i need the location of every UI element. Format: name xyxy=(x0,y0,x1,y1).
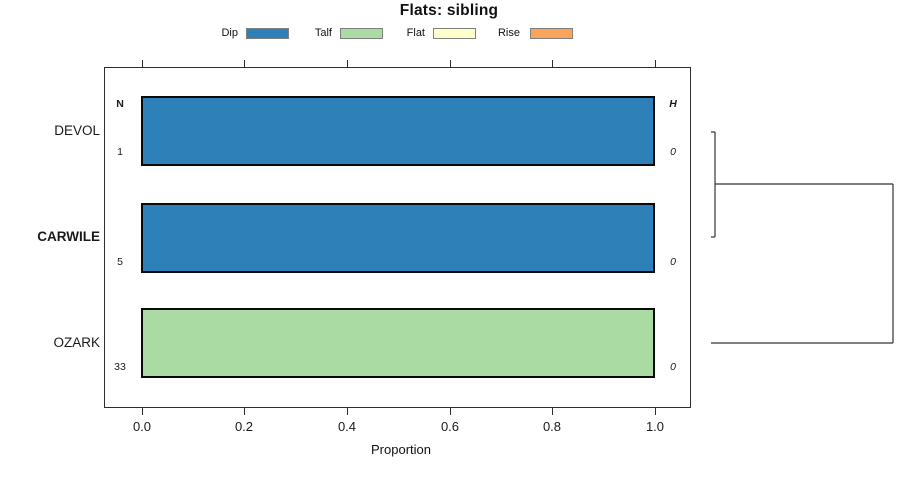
legend-swatch-flat xyxy=(433,28,476,39)
n-value-ozark: 33 xyxy=(114,361,126,373)
row-label-carwile: CARWILE xyxy=(37,229,100,244)
bar-carwile xyxy=(141,203,655,273)
h-value-devol: 0 xyxy=(670,146,676,158)
tick-mark xyxy=(346,408,348,415)
plot-area xyxy=(104,67,691,408)
legend-label-dip: Dip xyxy=(221,27,238,39)
tick-mark xyxy=(244,60,245,67)
tick-mark xyxy=(141,408,143,415)
legend-swatch-dip xyxy=(246,28,289,39)
n-column-header: N xyxy=(116,98,124,110)
legend-swatch-rise xyxy=(530,28,573,39)
tick-mark xyxy=(141,60,143,67)
tick-mark xyxy=(449,60,451,67)
tick-mark xyxy=(449,408,451,415)
tick-mark xyxy=(552,408,553,415)
tick-mark xyxy=(552,60,553,67)
x-tick-label: 0.2 xyxy=(234,419,254,434)
h-value-ozark: 0 xyxy=(670,361,676,373)
legend-label-talf: Talf xyxy=(314,27,332,39)
tick-mark xyxy=(244,408,245,415)
x-tick-label: 0.4 xyxy=(337,419,357,434)
row-label-ozark: OZARK xyxy=(53,335,100,350)
legend-label-rise: Rise xyxy=(497,27,520,39)
x-tick-label: 0.8 xyxy=(542,419,562,434)
n-value-carwile: 5 xyxy=(117,256,123,268)
h-column-header: H xyxy=(669,98,677,110)
legend-label-flat: Flat xyxy=(406,27,425,39)
bar-ozark xyxy=(141,308,655,378)
row-label-devol: DEVOL xyxy=(54,123,100,138)
x-tick-label: 1.0 xyxy=(645,419,665,434)
x-axis-label: Proportion xyxy=(371,442,431,457)
tick-mark xyxy=(654,408,656,415)
chart-title: Flats: sibling xyxy=(399,2,499,19)
h-value-carwile: 0 xyxy=(670,256,676,268)
bar-devol xyxy=(141,96,655,166)
legend-swatch-talf xyxy=(340,28,383,39)
tick-mark xyxy=(346,60,348,67)
tick-mark xyxy=(654,60,656,67)
x-tick-label: 0.0 xyxy=(132,419,152,434)
x-tick-label: 0.6 xyxy=(440,419,460,434)
n-value-devol: 1 xyxy=(117,146,123,158)
